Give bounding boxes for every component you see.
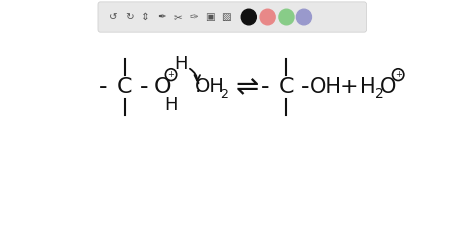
Text: -: - bbox=[139, 75, 148, 99]
Text: O: O bbox=[154, 77, 171, 97]
Text: C: C bbox=[117, 77, 133, 97]
Text: ✂: ✂ bbox=[173, 12, 182, 22]
Text: +: + bbox=[340, 77, 358, 97]
Text: ⇕: ⇕ bbox=[141, 12, 150, 22]
Text: ⇌: ⇌ bbox=[236, 73, 259, 101]
Text: H: H bbox=[174, 55, 188, 73]
Text: ↺: ↺ bbox=[109, 12, 118, 22]
Text: -: - bbox=[301, 75, 310, 99]
Circle shape bbox=[241, 9, 256, 25]
Text: ✒: ✒ bbox=[157, 12, 166, 22]
Text: ↻: ↻ bbox=[125, 12, 134, 22]
FancyBboxPatch shape bbox=[98, 2, 366, 32]
Text: ✑: ✑ bbox=[189, 12, 198, 22]
Text: :: : bbox=[195, 77, 201, 96]
Text: +: + bbox=[168, 70, 174, 79]
Text: 2: 2 bbox=[220, 88, 228, 101]
Text: H: H bbox=[164, 96, 178, 114]
Circle shape bbox=[279, 9, 294, 25]
Circle shape bbox=[296, 9, 311, 25]
Text: ▣: ▣ bbox=[205, 12, 215, 22]
Text: OH: OH bbox=[195, 77, 225, 96]
Circle shape bbox=[260, 9, 275, 25]
Text: 2: 2 bbox=[375, 87, 383, 101]
Text: H: H bbox=[360, 77, 376, 97]
Text: +: + bbox=[395, 70, 401, 79]
Text: C: C bbox=[279, 77, 294, 97]
Text: O: O bbox=[380, 77, 396, 97]
Text: -: - bbox=[99, 75, 107, 99]
Text: -: - bbox=[261, 75, 270, 99]
Text: OH: OH bbox=[310, 77, 342, 97]
Text: ▨: ▨ bbox=[221, 12, 230, 22]
